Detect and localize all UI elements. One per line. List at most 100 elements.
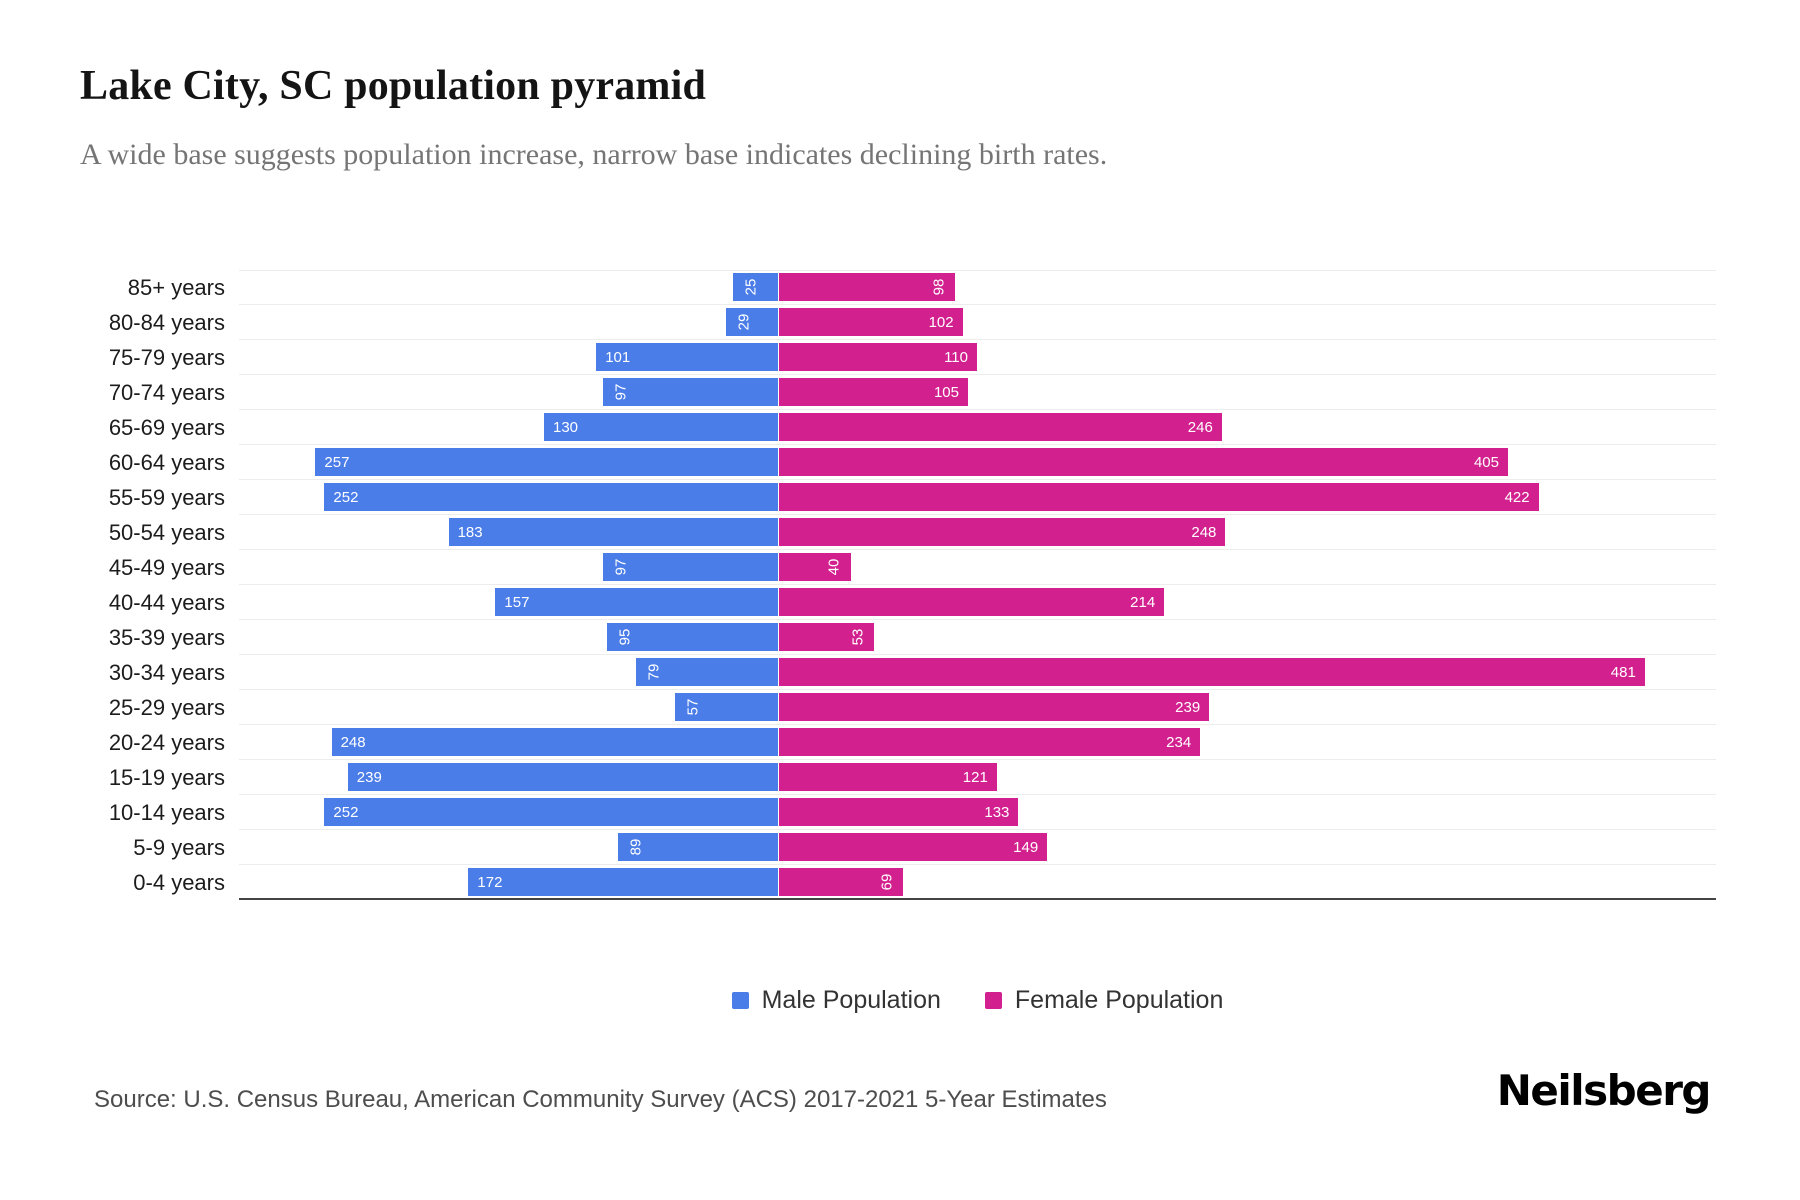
female-bar: 234	[779, 728, 1201, 756]
male-bar: 25	[733, 273, 778, 301]
male-bar-value: 79	[644, 663, 662, 681]
female-bar: 133	[779, 798, 1019, 826]
male-bar-value: 172	[477, 873, 503, 891]
y-axis-label: 45-49 years	[108, 554, 225, 580]
male-bar-value: 97	[612, 383, 630, 401]
chart-row: 35-39 years 95 53	[80, 620, 1716, 655]
female-bar-value: 53	[848, 628, 866, 646]
female-bar-value: 405	[1473, 453, 1499, 471]
male-bar-value: 239	[356, 768, 382, 786]
female-bar: 110	[779, 343, 977, 371]
female-bar: 98	[779, 273, 956, 301]
male-bar: 157	[495, 588, 778, 616]
legend-item-male: Male Population	[731, 985, 941, 1015]
male-swatch-icon	[731, 991, 749, 1009]
male-bar: 130	[544, 413, 778, 441]
legend: Male Population Female Population	[239, 984, 1716, 1016]
source-text: Source: U.S. Census Bureau, American Com…	[94, 1086, 1107, 1113]
y-axis-label: 65-69 years	[108, 414, 225, 440]
row-track: 172 69	[239, 865, 1716, 900]
y-axis-label: 60-64 years	[108, 449, 225, 475]
male-bar-value: 95	[615, 628, 633, 646]
y-axis-label: 20-24 years	[108, 729, 225, 755]
chart-subtitle: A wide base suggests population increase…	[80, 138, 1108, 171]
male-bar-value: 252	[333, 803, 359, 821]
male-bar: 97	[603, 553, 778, 581]
legend-label-male: Male Population	[761, 985, 941, 1014]
female-bar: 214	[779, 588, 1165, 616]
female-bar: 422	[779, 483, 1539, 511]
female-bar: 53	[779, 623, 875, 651]
legend-item-female: Female Population	[984, 985, 1224, 1015]
male-bar-value: 257	[324, 453, 350, 471]
female-bar-value: 133	[984, 803, 1010, 821]
male-bar-value: 248	[340, 733, 366, 751]
legend-label-female: Female Population	[1014, 985, 1224, 1014]
female-bar-value: 246	[1187, 418, 1213, 436]
y-axis-label: 35-39 years	[108, 624, 225, 650]
row-track: 101 110	[239, 340, 1716, 375]
chart-row: 55-59 years 252 422	[80, 480, 1716, 515]
female-bar: 248	[779, 518, 1226, 546]
row-track: 252 133	[239, 795, 1716, 830]
male-bar-value: 183	[457, 523, 483, 541]
female-bar-value: 214	[1130, 593, 1156, 611]
female-bar-value: 422	[1504, 488, 1530, 506]
chart-title: Lake City, SC population pyramid	[80, 63, 707, 109]
y-axis-label: 15-19 years	[108, 764, 225, 790]
row-track: 257 405	[239, 445, 1716, 480]
female-bar-value: 102	[928, 313, 954, 331]
chart-row: 10-14 years 252 133	[80, 795, 1716, 830]
male-bar-value: 101	[605, 348, 631, 366]
male-bar: 252	[324, 483, 778, 511]
chart-row: 5-9 years 89 149	[80, 830, 1716, 865]
female-bar-value: 481	[1610, 663, 1636, 681]
male-bar: 101	[596, 343, 778, 371]
y-axis-label: 5-9 years	[133, 834, 225, 860]
row-track: 248 234	[239, 725, 1716, 760]
row-track: 252 422	[239, 480, 1716, 515]
male-bar: 257	[315, 448, 778, 476]
y-axis-label: 30-34 years	[108, 659, 225, 685]
neilsberg-logo: Neilsberg	[1496, 1066, 1712, 1115]
y-axis-label: 70-74 years	[108, 379, 225, 405]
female-bar: 40	[779, 553, 851, 581]
y-axis-label: 40-44 years	[108, 589, 225, 615]
chart-row: 40-44 years 157 214	[80, 585, 1716, 620]
row-track: 25 98	[239, 270, 1716, 305]
male-bar-value: 29	[734, 313, 752, 331]
chart-row: 30-34 years 79 481	[80, 655, 1716, 690]
row-track: 89 149	[239, 830, 1716, 865]
chart-row: 85+ years 25 98	[80, 270, 1716, 305]
chart-row: 25-29 years 57 239	[80, 690, 1716, 725]
male-bar: 248	[331, 728, 778, 756]
female-bar-value: 234	[1166, 733, 1192, 751]
male-bar: 239	[347, 763, 778, 791]
female-bar: 102	[779, 308, 963, 336]
row-track: 79 481	[239, 655, 1716, 690]
male-bar-value: 252	[333, 488, 359, 506]
top-gridline	[239, 270, 1716, 271]
y-axis-label: 10-14 years	[108, 799, 225, 825]
female-bar: 481	[779, 658, 1645, 686]
y-axis-label: 0-4 years	[133, 869, 225, 895]
male-bar: 57	[675, 693, 778, 721]
female-bar-value: 98	[929, 278, 947, 296]
y-axis-label: 75-79 years	[108, 344, 225, 370]
chart-row: 45-49 years 97 40	[80, 550, 1716, 585]
female-bar-value: 40	[825, 558, 843, 576]
row-track: 97 40	[239, 550, 1716, 585]
female-bar: 105	[779, 378, 968, 406]
male-bar-value: 89	[626, 838, 644, 856]
row-track: 239 121	[239, 760, 1716, 795]
female-bar: 149	[779, 833, 1048, 861]
female-bar-value: 110	[944, 348, 968, 366]
male-bar: 95	[607, 623, 778, 651]
male-bar: 89	[617, 833, 778, 861]
male-bar-value: 57	[684, 698, 702, 716]
row-track: 157 214	[239, 585, 1716, 620]
y-axis-label: 25-29 years	[108, 694, 225, 720]
female-bar-value: 105	[933, 383, 959, 401]
female-bar-value: 248	[1191, 523, 1217, 541]
chart-row: 65-69 years 130 246	[80, 410, 1716, 445]
